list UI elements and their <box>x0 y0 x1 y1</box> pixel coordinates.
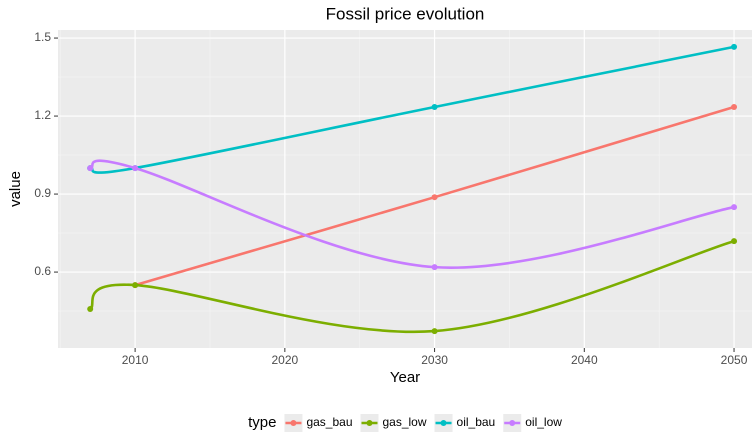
legend-key-point <box>440 420 447 426</box>
x-tick-label: 2020 <box>271 353 298 367</box>
point <box>431 194 438 201</box>
x-tick-label: 2010 <box>122 353 149 367</box>
legend-item: gas_bau <box>284 414 352 432</box>
point <box>731 43 738 50</box>
legend-label: oil_low <box>525 415 562 429</box>
x-tick-label: 2050 <box>721 353 748 367</box>
panel <box>58 30 752 348</box>
point <box>431 264 438 271</box>
legend-item: gas_low <box>360 414 427 432</box>
point <box>731 103 738 110</box>
point <box>731 238 738 245</box>
legend: type gas_bau gas_low oil_bau oil_low <box>248 414 562 432</box>
point <box>132 165 139 172</box>
legend-item: oil_bau <box>434 414 496 432</box>
chart-title: Fossil price evolution <box>326 4 485 23</box>
series-line <box>89 239 735 334</box>
legend-item: oil_low <box>503 414 562 432</box>
y-axis-title: value <box>7 171 24 207</box>
point <box>132 282 139 289</box>
point <box>731 204 738 211</box>
legend-title: type <box>248 414 276 431</box>
point <box>431 103 438 110</box>
point <box>431 328 438 335</box>
lines <box>87 43 738 335</box>
series-line <box>89 159 735 269</box>
legend-label: gas_bau <box>306 415 352 429</box>
legend-key-point <box>366 420 373 426</box>
y-tick-label: 1.2 <box>34 108 51 122</box>
y-tick-label: 0.6 <box>34 264 51 278</box>
legend-key-point <box>290 420 297 426</box>
x-tick-label: 2040 <box>571 353 598 367</box>
series-line <box>89 45 735 174</box>
legend-label: oil_bau <box>457 415 496 429</box>
y-tick-label: 0.9 <box>34 186 51 200</box>
legend-label: gas_low <box>382 415 426 429</box>
x-axis-title: Year <box>390 369 420 386</box>
x-tick-label: 2030 <box>421 353 448 367</box>
legend-key-point <box>509 420 516 426</box>
point <box>87 165 94 172</box>
y-tick-label: 1.5 <box>34 30 51 44</box>
point <box>87 305 94 312</box>
